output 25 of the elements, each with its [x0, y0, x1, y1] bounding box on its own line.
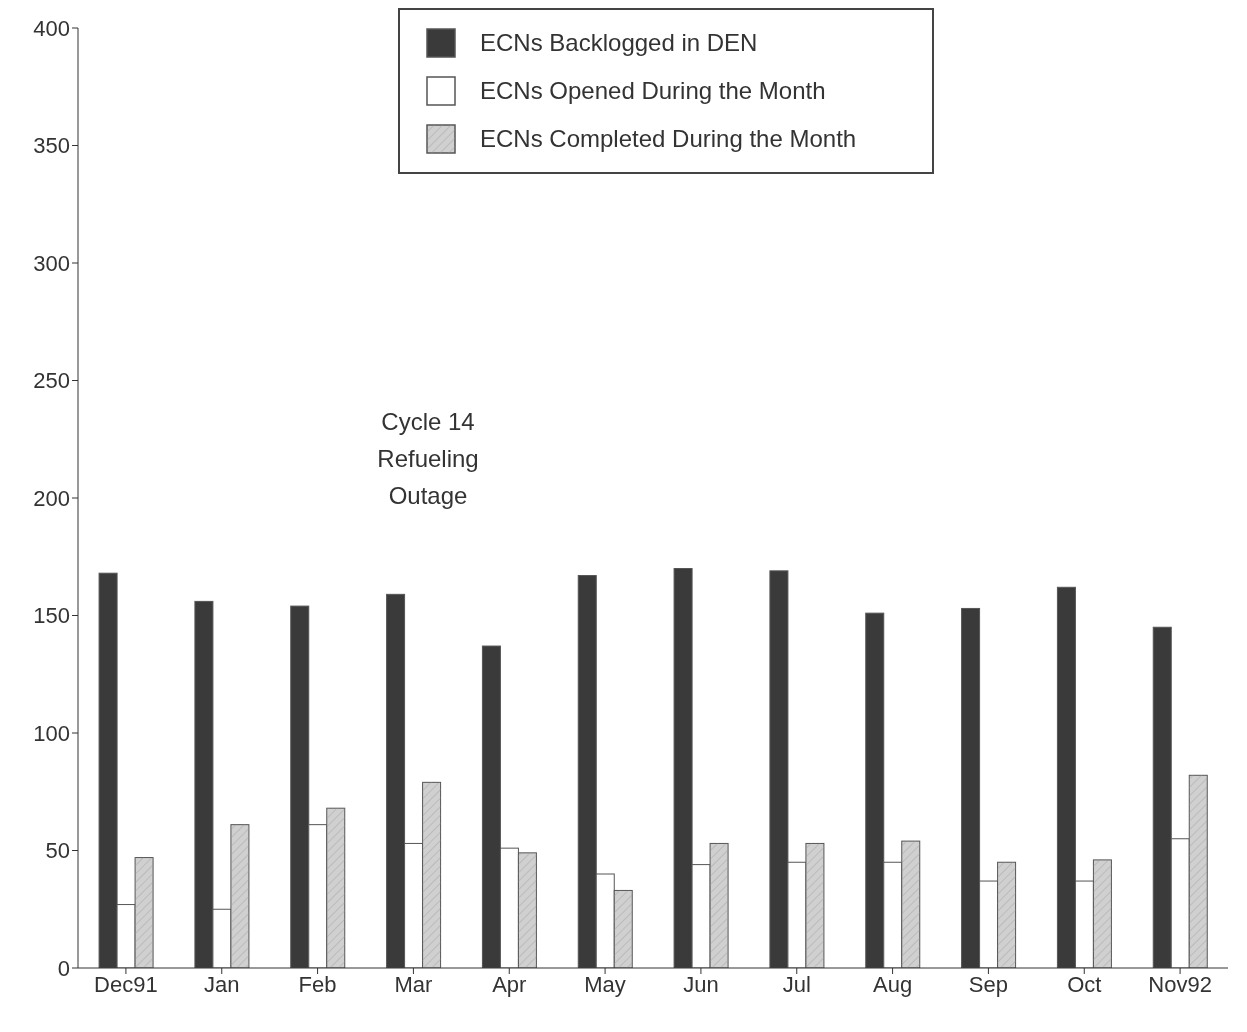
y-tick-label: 200 [33, 485, 70, 511]
x-tick-label: Apr [492, 971, 527, 997]
x-tick-label: Oct [1067, 971, 1102, 997]
legend-label: ECNs Opened During the Month [480, 77, 826, 105]
x-tick-label: Jun [683, 971, 719, 997]
x-tick-label: May [584, 971, 626, 997]
x-tick-label: Nov92 [1148, 971, 1212, 997]
y-tick-label: 400 [33, 15, 70, 41]
x-tick-label: Mar [394, 971, 433, 997]
x-tick-label: Jan [204, 971, 240, 997]
x-tick-label: Dec91 [94, 971, 158, 997]
x-tick-label: Jul [782, 971, 811, 997]
y-tick-label: 150 [33, 603, 70, 629]
legend-label: ECNs Completed During the Month [480, 125, 857, 153]
x-tick-label: Feb [298, 971, 337, 997]
y-tick-label: 300 [33, 250, 70, 276]
y-tick-label: 0 [57, 955, 70, 981]
x-tick-label: Sep [968, 971, 1008, 997]
y-tick-label: 250 [33, 368, 70, 394]
y-tick-label: 100 [33, 720, 70, 746]
y-tick-label: 350 [33, 133, 70, 159]
legend-label: ECNs Backlogged in DEN [480, 29, 758, 57]
y-tick-label: 50 [45, 838, 70, 864]
x-tick-label: Aug [873, 971, 913, 997]
annotation: Cycle 14 Refueling Outage [376, 407, 480, 511]
